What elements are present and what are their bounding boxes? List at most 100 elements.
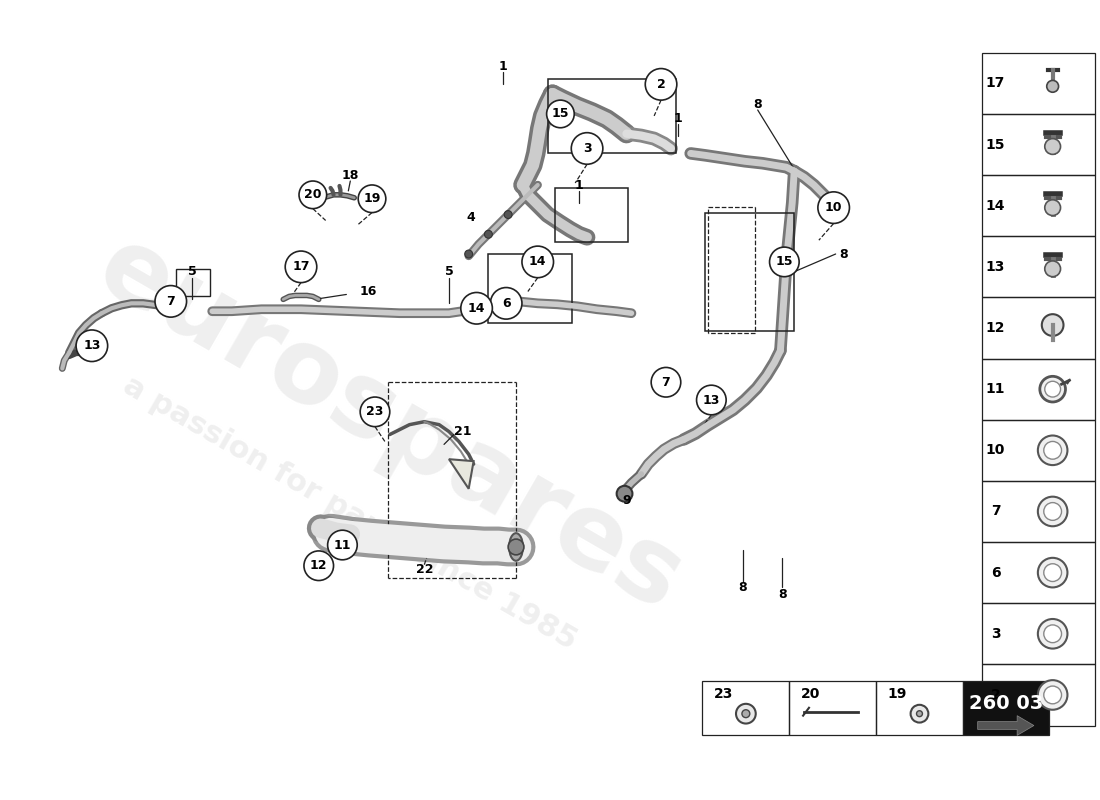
Circle shape [916, 710, 923, 717]
Circle shape [522, 246, 553, 278]
Circle shape [1044, 686, 1061, 704]
Bar [790, 681, 876, 735]
Text: 7: 7 [991, 505, 1000, 518]
Bar [981, 420, 1096, 481]
Text: 13: 13 [703, 394, 720, 406]
Circle shape [547, 100, 574, 128]
Circle shape [1045, 138, 1060, 154]
Bar [981, 114, 1096, 175]
Circle shape [76, 330, 108, 362]
Text: 6: 6 [991, 566, 1000, 580]
Bar [981, 236, 1096, 298]
Circle shape [617, 486, 632, 502]
Bar [176, 269, 210, 297]
Bar [981, 542, 1096, 603]
Circle shape [1038, 680, 1067, 710]
Circle shape [304, 551, 333, 581]
Circle shape [1047, 80, 1058, 92]
Text: 19: 19 [888, 687, 907, 701]
Bar [981, 298, 1096, 358]
Circle shape [1044, 625, 1061, 642]
Circle shape [736, 704, 756, 723]
Text: 1: 1 [498, 60, 507, 73]
Circle shape [461, 293, 493, 324]
Circle shape [1038, 435, 1067, 465]
Text: 2: 2 [991, 688, 1000, 702]
Circle shape [359, 185, 386, 213]
Circle shape [1045, 200, 1060, 215]
Text: 8: 8 [754, 98, 762, 110]
Text: 23: 23 [714, 687, 734, 701]
Circle shape [155, 286, 187, 317]
Circle shape [571, 133, 603, 164]
Circle shape [1038, 558, 1067, 587]
Text: 11: 11 [986, 382, 1005, 396]
Text: 23: 23 [366, 406, 384, 418]
Text: 14: 14 [529, 255, 547, 269]
Text: 6: 6 [502, 297, 510, 310]
Text: 20: 20 [801, 687, 821, 701]
Circle shape [1045, 261, 1060, 277]
Text: 15: 15 [552, 107, 569, 121]
Text: 3: 3 [991, 626, 1000, 641]
Text: 10: 10 [825, 201, 843, 214]
Ellipse shape [509, 533, 522, 561]
Text: 260 03: 260 03 [969, 694, 1043, 713]
Circle shape [1044, 502, 1061, 520]
Circle shape [1044, 564, 1061, 582]
Circle shape [508, 539, 524, 555]
Text: 17: 17 [986, 76, 1005, 90]
Text: 15: 15 [986, 138, 1005, 151]
Circle shape [504, 210, 513, 218]
Circle shape [464, 250, 473, 258]
Circle shape [1038, 619, 1067, 649]
Text: 2: 2 [657, 78, 665, 91]
Polygon shape [978, 716, 1034, 735]
Text: 4: 4 [466, 211, 475, 224]
Circle shape [328, 530, 358, 560]
Circle shape [1040, 376, 1066, 402]
Circle shape [299, 181, 327, 209]
Bar [876, 681, 962, 735]
Text: 8: 8 [738, 581, 747, 594]
Text: 12: 12 [986, 321, 1005, 335]
Bar [981, 603, 1096, 664]
Text: 11: 11 [333, 538, 351, 551]
Circle shape [285, 251, 317, 282]
Circle shape [484, 230, 493, 238]
Bar [981, 53, 1096, 114]
Text: 13: 13 [84, 339, 100, 352]
Circle shape [1042, 314, 1064, 336]
Text: 1: 1 [673, 112, 682, 126]
Text: 14: 14 [468, 302, 485, 314]
Text: 7: 7 [661, 376, 670, 389]
Text: 5: 5 [188, 266, 197, 278]
Text: 3: 3 [583, 142, 592, 155]
Text: 19: 19 [363, 192, 381, 206]
Text: 17: 17 [293, 260, 310, 274]
Circle shape [646, 69, 676, 100]
Bar [962, 681, 1048, 735]
Polygon shape [449, 459, 474, 489]
Text: 18: 18 [342, 169, 359, 182]
Circle shape [911, 705, 928, 722]
Text: 7: 7 [166, 295, 175, 308]
Text: 15: 15 [776, 255, 793, 269]
Text: 5: 5 [444, 266, 453, 278]
Circle shape [360, 397, 389, 426]
Bar [554, 188, 628, 242]
Text: 21: 21 [454, 425, 472, 438]
Text: 13: 13 [986, 260, 1005, 274]
Circle shape [741, 710, 750, 718]
Bar [981, 358, 1096, 420]
Circle shape [770, 247, 799, 277]
Text: eurospares: eurospares [79, 216, 700, 633]
Text: 8: 8 [839, 247, 848, 261]
Circle shape [1045, 382, 1060, 397]
Bar [981, 481, 1096, 542]
Text: 20: 20 [304, 188, 321, 202]
Text: 10: 10 [986, 443, 1005, 458]
Bar [703, 681, 790, 735]
Bar [981, 664, 1096, 726]
Text: 14: 14 [986, 198, 1005, 213]
